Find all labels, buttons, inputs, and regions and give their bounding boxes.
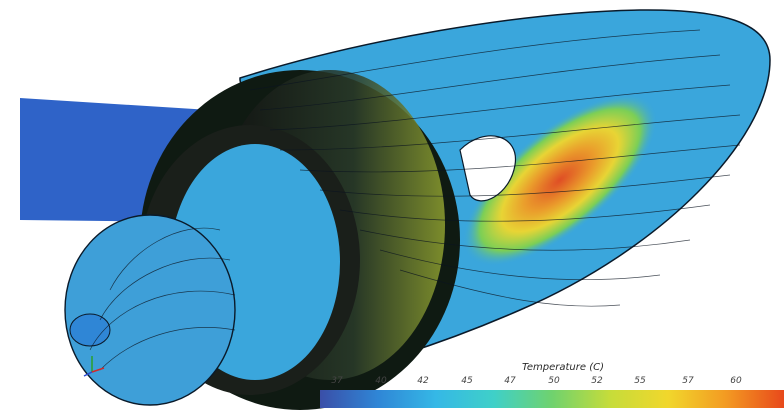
nose-cone bbox=[64, 214, 236, 406]
nose-tip bbox=[69, 313, 111, 347]
legend-tick: 60 bbox=[730, 376, 742, 386]
color-bar bbox=[320, 390, 784, 408]
axis-triad bbox=[83, 356, 105, 377]
streamlines bbox=[89, 29, 741, 371]
legend-tick: 47 bbox=[504, 376, 516, 386]
legend-tick: 50 bbox=[548, 376, 560, 386]
legend-tick: 37 bbox=[331, 376, 343, 386]
legend-tick: 40 bbox=[375, 376, 387, 386]
legend-tick: 55 bbox=[634, 376, 646, 386]
legend-tick: 42 bbox=[417, 376, 429, 386]
legend-tick: 45 bbox=[461, 376, 473, 386]
legend-tick: 52 bbox=[591, 376, 603, 386]
legend-tick: 57 bbox=[682, 376, 694, 386]
hot-region bbox=[462, 93, 658, 267]
legend-title: Temperature (C) bbox=[522, 362, 604, 373]
intake-flap bbox=[459, 135, 517, 202]
